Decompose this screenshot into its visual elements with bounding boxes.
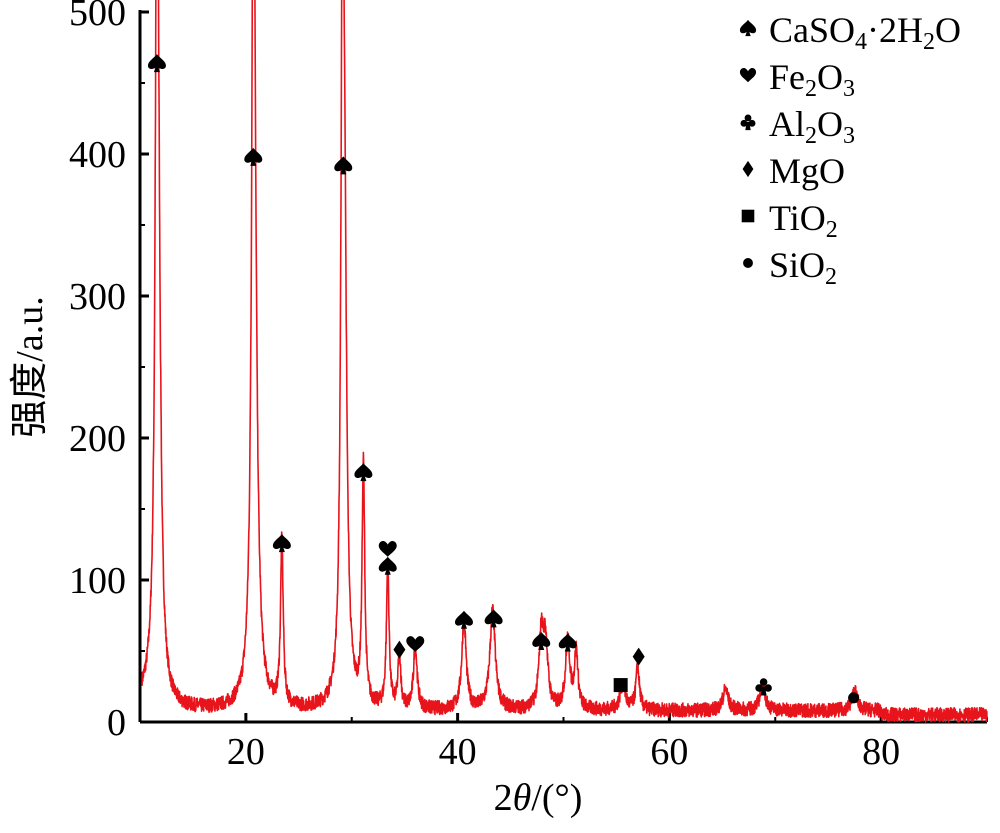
x-tick-label: 80	[862, 731, 900, 773]
y-tick-label: 200	[69, 418, 126, 460]
legend-label: Fe2O3	[769, 57, 855, 102]
x-tick-label: 40	[439, 731, 477, 773]
legend-label: SiO2	[769, 245, 837, 290]
legend-subscript: 2	[923, 29, 935, 55]
legend-subscript: 2	[826, 217, 838, 243]
x-tick-label: 60	[650, 731, 688, 773]
legend-text-part: TiO	[769, 198, 826, 238]
square-icon	[741, 209, 755, 223]
x-tick-label: 20	[227, 731, 265, 773]
y-tick-label: 0	[107, 702, 126, 744]
legend-text-part: O	[817, 104, 843, 144]
circle-icon	[743, 258, 753, 268]
spade-icon	[354, 463, 373, 482]
diamond-icon	[393, 640, 406, 659]
spade-icon	[532, 632, 551, 651]
legend-label: Al2O3	[769, 104, 855, 149]
legend-label: CaSO4·2H2O	[769, 10, 961, 55]
spade-icon	[454, 610, 473, 629]
legend-text-part: O	[817, 57, 843, 97]
legend-label: TiO2	[769, 198, 838, 243]
legend-text-part: SiO	[769, 245, 825, 285]
spade-icon	[378, 556, 397, 575]
square-icon	[613, 678, 628, 693]
spade-icon	[558, 633, 577, 652]
spade-icon	[244, 147, 263, 166]
spade-icon	[739, 19, 757, 37]
heart-icon	[406, 636, 425, 652]
legend-text-part: Al	[769, 104, 805, 144]
legend-text-part: Fe	[769, 57, 805, 97]
legend-text-part: O	[935, 10, 961, 50]
club-icon	[740, 114, 756, 131]
axes: 0 100 200 300 400 500 20 40 60 80	[69, 0, 988, 773]
xrd-pattern-line	[141, 0, 988, 723]
y-tick-label: 500	[69, 0, 126, 34]
y-axis-title: 强度/a.u.	[9, 296, 51, 437]
legend-text-part: MgO	[769, 151, 845, 191]
heart-icon	[739, 67, 757, 83]
diamond-icon	[742, 160, 754, 178]
y-tick-label: 400	[69, 134, 126, 176]
legend-subscript: 2	[805, 123, 817, 149]
spade-icon	[484, 609, 503, 628]
legend-subscript: 3	[843, 123, 855, 149]
heart-icon	[378, 540, 397, 557]
legend-subscript: 4	[855, 29, 867, 55]
spade-icon	[147, 54, 166, 73]
x-axis-title: 2θ/(°)	[494, 777, 583, 819]
legend-subscript: 3	[843, 76, 855, 102]
legend-text-part: ·2H	[867, 10, 923, 50]
legend-subscript: 2	[805, 76, 817, 102]
legend-label: MgO	[769, 151, 845, 191]
spade-icon	[272, 534, 291, 553]
club-icon	[755, 678, 772, 696]
y-tick-label: 100	[69, 560, 126, 602]
peak-markers	[147, 54, 860, 704]
legend-text-part: CaSO	[769, 10, 855, 50]
xrd-series	[141, 0, 988, 723]
legend-subscript: 2	[825, 264, 837, 290]
circle-icon	[848, 692, 860, 704]
diamond-icon	[632, 647, 645, 666]
spade-icon	[334, 156, 353, 175]
y-tick-label: 300	[69, 276, 126, 318]
